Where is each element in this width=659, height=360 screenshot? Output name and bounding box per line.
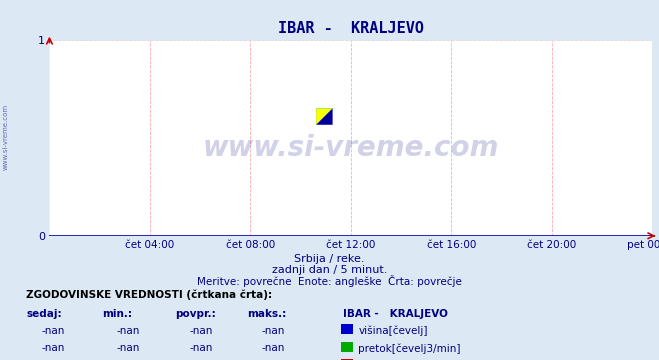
Text: -nan: -nan: [262, 326, 285, 336]
Title: IBAR -  KRALJEVO: IBAR - KRALJEVO: [278, 21, 424, 36]
Text: Meritve: povrečne  Enote: angleške  Črta: povrečje: Meritve: povrečne Enote: angleške Črta: …: [197, 275, 462, 287]
Text: -nan: -nan: [41, 326, 65, 336]
Text: ZGODOVINSKE VREDNOSTI (črtkana črta):: ZGODOVINSKE VREDNOSTI (črtkana črta):: [26, 290, 272, 300]
Polygon shape: [316, 108, 333, 125]
Text: -nan: -nan: [41, 343, 65, 353]
Polygon shape: [316, 108, 333, 125]
Polygon shape: [316, 108, 333, 125]
Text: zadnji dan / 5 minut.: zadnji dan / 5 minut.: [272, 265, 387, 275]
Text: www.si-vreme.com: www.si-vreme.com: [2, 104, 9, 170]
Text: -nan: -nan: [262, 343, 285, 353]
Text: www.si-vreme.com: www.si-vreme.com: [203, 134, 499, 162]
Text: povpr.:: povpr.:: [175, 309, 215, 319]
Text: maks.:: maks.:: [247, 309, 287, 319]
Text: -nan: -nan: [189, 326, 213, 336]
Text: sedaj:: sedaj:: [26, 309, 62, 319]
Text: Srbija / reke.: Srbija / reke.: [295, 254, 364, 264]
Text: -nan: -nan: [117, 326, 140, 336]
Text: min.:: min.:: [102, 309, 132, 319]
Text: IBAR -   KRALJEVO: IBAR - KRALJEVO: [343, 309, 447, 319]
Text: višina[čevelj]: višina[čevelj]: [358, 326, 428, 336]
Text: -nan: -nan: [189, 343, 213, 353]
Text: -nan: -nan: [117, 343, 140, 353]
Text: pretok[čevelj3/min]: pretok[čevelj3/min]: [358, 343, 461, 354]
